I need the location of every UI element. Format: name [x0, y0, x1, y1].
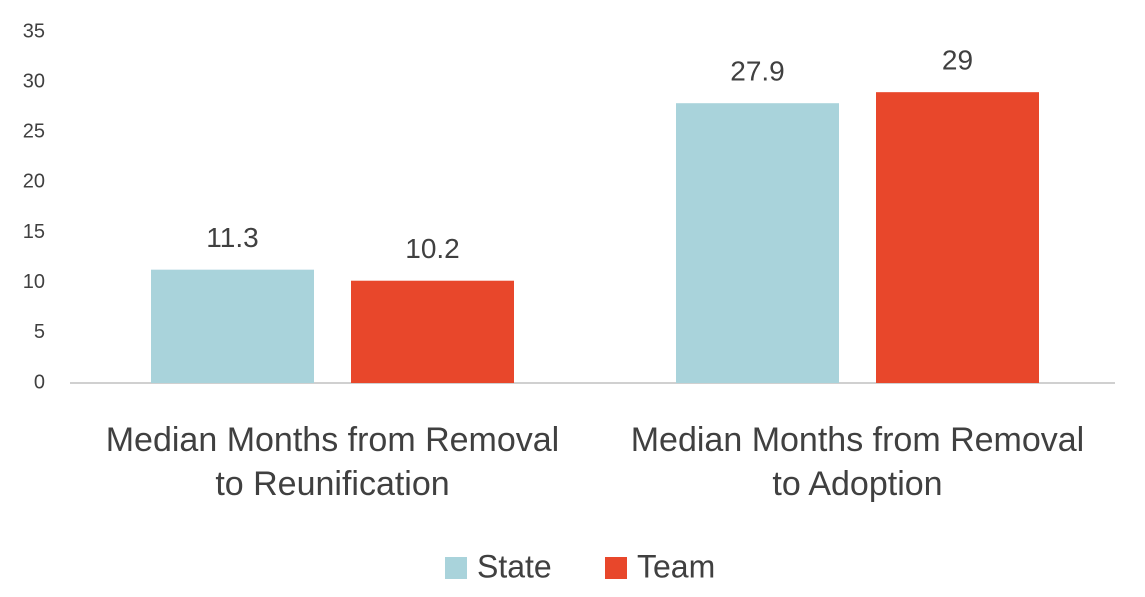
- data-label: 10.2: [405, 233, 460, 264]
- bar: [351, 280, 514, 383]
- legend-swatch: [605, 557, 627, 579]
- y-tick-label: 35: [23, 20, 45, 42]
- data-label: 11.3: [206, 222, 258, 253]
- bar: [676, 103, 839, 384]
- y-tick-label: 0: [34, 371, 45, 393]
- y-tick-label: 10: [23, 271, 45, 293]
- legend-label: Team: [637, 548, 715, 584]
- bar: [151, 269, 314, 383]
- data-label: 27.9: [730, 56, 785, 87]
- legend-label: State: [477, 548, 552, 584]
- y-tick-label: 15: [23, 221, 45, 243]
- legend-swatch: [445, 557, 467, 579]
- y-tick-label: 5: [34, 321, 45, 343]
- bar: [876, 92, 1039, 384]
- y-tick-label: 25: [23, 121, 45, 143]
- y-tick-label: 20: [23, 171, 45, 193]
- x-tick-label: Median Months from Removal to Reunificat…: [105, 421, 560, 503]
- x-tick-label: Median Months from Removal to Adoption: [630, 421, 1085, 503]
- data-label: 29: [942, 45, 973, 76]
- y-tick-label: 30: [23, 70, 45, 92]
